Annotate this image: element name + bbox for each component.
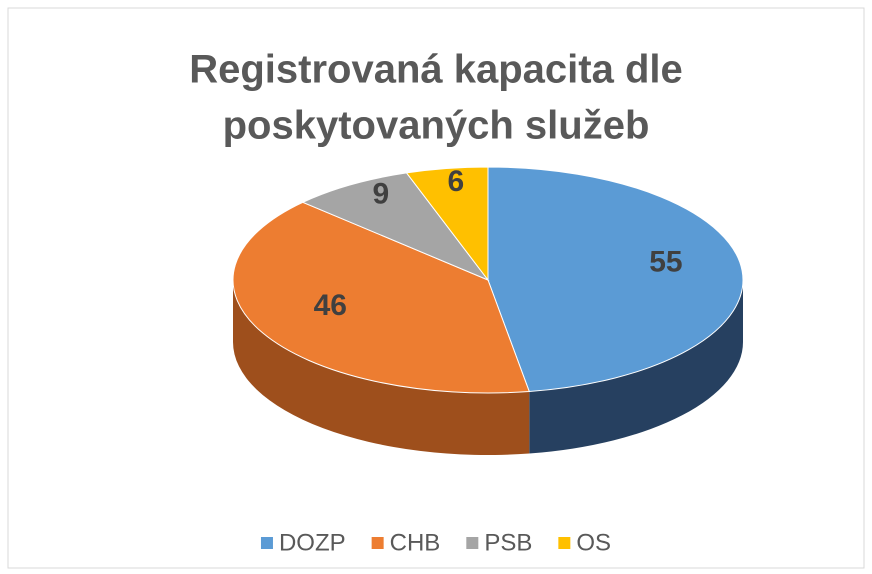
data-label: 9 xyxy=(373,178,390,211)
pie-slice xyxy=(301,172,490,282)
data-label: 6 xyxy=(447,165,464,198)
data-label: 55 xyxy=(649,246,682,279)
legend-label: CHB xyxy=(390,529,441,556)
chart-title: Registrovaná kapacita dle xyxy=(189,48,683,92)
legend-label: OS xyxy=(576,529,611,556)
legend-label: DOZP xyxy=(279,529,346,556)
pie-side xyxy=(529,280,743,454)
chart-title: poskytovaných služeb xyxy=(223,104,650,148)
legend-swatch xyxy=(260,537,273,549)
pie-slice xyxy=(487,166,744,393)
legend: DOZP CHB PSB OS xyxy=(260,529,611,556)
pie-slice xyxy=(232,201,530,394)
legend-swatch xyxy=(371,537,384,549)
legend-swatch xyxy=(558,537,571,549)
pie-slice xyxy=(405,166,489,282)
data-label: 46 xyxy=(314,289,347,322)
legend-swatch xyxy=(466,537,479,549)
legend-label: PSB xyxy=(484,529,532,556)
pie-side xyxy=(233,280,530,455)
